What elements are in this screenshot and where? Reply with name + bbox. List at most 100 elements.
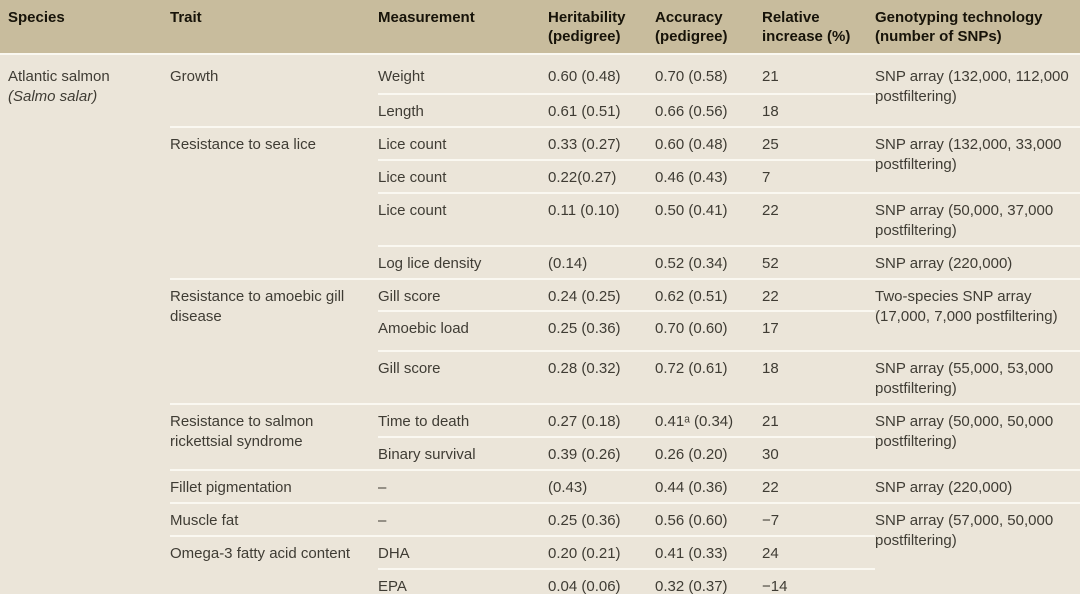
accuracy-cell: 0.72 (0.61) xyxy=(655,350,762,405)
table-row: Resistance to salmon rickettsial syndrom… xyxy=(0,403,1080,471)
accuracy-cell: 0.41 (0.33) xyxy=(655,535,762,570)
genotyping-cell: SNP array (57,000, 50,000 postfiltering) xyxy=(875,502,1080,594)
heritability-cell: 0.24 (0.25) xyxy=(548,278,655,312)
trait-cell: Omega-3 fatty acid content xyxy=(170,535,378,594)
heritability-cell: 0.25 (0.36) xyxy=(548,502,655,537)
heritability-cell: 0.28 (0.32) xyxy=(548,350,655,405)
accuracy-cell: 0.26 (0.20) xyxy=(655,436,762,471)
relative-cell: 30 xyxy=(762,436,875,471)
measurement-cell: Lice count xyxy=(378,192,548,247)
accuracy-cell: 0.60 (0.48) xyxy=(655,126,762,161)
accuracy-cell: 0.32 (0.37) xyxy=(655,568,762,594)
relative-cell: 22 xyxy=(762,192,875,247)
table-row: Binary survival 0.39 (0.26) 0.26 (0.20) 30 xyxy=(0,436,1080,471)
trait-cell: Resistance to salmon rickettsial syndrom… xyxy=(170,403,378,471)
accuracy-cell: 0.70 (0.60) xyxy=(655,310,762,352)
relative-cell: 52 xyxy=(762,245,875,280)
genotyping-cell: Two-species SNP array (17,000, 7,000 pos… xyxy=(875,278,1080,352)
measurement-cell: – xyxy=(378,469,548,504)
measurement-cell: Log lice density xyxy=(378,245,548,280)
measurement-cell: Lice count xyxy=(378,126,548,161)
accuracy-cell: 0.46 (0.43) xyxy=(655,159,762,194)
table-row: Muscle fat –0.25 (0.36) 0.56 (0.60) −7 SNP a… xyxy=(0,502,1080,594)
genotyping-cell: SNP array (50,000, 50,000 postfiltering) xyxy=(875,403,1080,471)
heritability-cell: 0.33 (0.27) xyxy=(548,126,655,161)
accuracy-cell: 0.41ᵃ (0.34) xyxy=(655,403,762,438)
table-row: Fillet pigmentation – (0.43) 0.44 (0.36) 22 S… xyxy=(0,469,1080,504)
accuracy-cell: 0.62 (0.51) xyxy=(655,278,762,312)
heritability-cell: (0.43) xyxy=(548,469,655,504)
relative-cell: 21 xyxy=(762,403,875,438)
table-header-row: Species Trait Measurement Heritability (… xyxy=(0,0,1080,56)
relative-cell: 24 xyxy=(762,535,875,570)
table-header: Species Trait Measurement Heritability (… xyxy=(0,0,1080,56)
col-header-species: Species xyxy=(0,0,170,56)
table-row: EPA 0.04 (0.06) 0.32 (0.37) −14 xyxy=(0,568,1080,594)
accuracy-cell: 0.50 (0.41) xyxy=(655,192,762,247)
table-row: Amoebic load 0.25 (0.36) 0.70 (0.60) 17 xyxy=(0,310,1080,352)
measurement-cell: EPA xyxy=(378,568,548,594)
col-header-relative-increase: Relative increase (%) xyxy=(762,0,875,56)
heritability-cell: 0.11 (0.10) xyxy=(548,192,655,247)
trait-cell: Growth xyxy=(170,68,219,86)
species-name: Atlantic salmon xyxy=(8,68,110,86)
relative-cell: 18 xyxy=(762,93,875,128)
species-latin-name: (Salmo salar) xyxy=(8,88,98,106)
relative-cell: 22 xyxy=(762,278,875,312)
heritability-cell: 0.61 (0.51) xyxy=(548,93,655,128)
table-row: Omega-3 fatty acid content DHA 0.20 (0.21)… xyxy=(0,535,1080,594)
measurement-cell: Time to death xyxy=(378,403,548,438)
table-row: Log lice density (0.14) 0.52 (0.34) 52 SNP a… xyxy=(0,245,1080,280)
measurement-cell: Lice count xyxy=(378,159,548,194)
relative-cell: −7 xyxy=(762,502,875,537)
measurement-cell: DHA xyxy=(378,535,548,570)
relative-cell: 17 xyxy=(762,310,875,352)
heritability-cell: 0.39 (0.26) xyxy=(548,436,655,471)
relative-cell: 25 xyxy=(762,126,875,161)
relative-cell: 7 xyxy=(762,159,875,194)
col-header-measurement: Measurement xyxy=(378,0,548,56)
col-header-trait: Trait xyxy=(170,0,378,56)
accuracy-cell: 0.52 (0.34) xyxy=(655,245,762,280)
trait-cell: Muscle fat xyxy=(170,502,378,537)
relative-cell: 18 xyxy=(762,350,875,405)
accuracy-cell: 0.44 (0.36) xyxy=(655,469,762,504)
measurement-cell: Gill score xyxy=(378,350,548,405)
relative-cell: −14 xyxy=(762,568,875,594)
col-header-heritability: Heritability (pedigree) xyxy=(548,0,655,56)
heritability-cell: 0.27 (0.18) xyxy=(548,403,655,438)
measurement-cell: Length xyxy=(378,93,548,128)
species-cell: Atlantic salmon (Salmo salar) xyxy=(0,54,170,594)
genotyping-cell: SNP array (220,000) xyxy=(875,469,1080,504)
table-body: Atlantic salmon (Salmo salar) Growth Weight… xyxy=(0,54,1080,594)
measurement-cell: Binary survival xyxy=(378,436,548,471)
heritability-cell: 0.20 (0.21) xyxy=(548,535,655,570)
genotyping-cell: SNP array (50,000, 37,000 postfiltering) xyxy=(875,192,1080,247)
accuracy-cell: 0.70 (0.58) xyxy=(655,68,728,86)
relative-cell: 22 xyxy=(762,469,875,504)
col-header-accuracy: Accuracy (pedigree) xyxy=(655,0,762,56)
table-row: Lice count 0.11 (0.10) 0.50 (0.41) 22 SNP ar… xyxy=(0,192,1080,247)
trait-cell: Resistance to sea lice xyxy=(170,126,378,280)
accuracy-cell: 0.66 (0.56) xyxy=(655,93,762,128)
table-row: Gill score 0.28 (0.32) 0.72 (0.61) 18 SNP ar… xyxy=(0,350,1080,405)
genotyping-cell: SNP array (132,000, 33,000 postfiltering… xyxy=(875,126,1080,194)
genotyping-cell: SNP array (55,000, 53,000 postfiltering) xyxy=(875,350,1080,405)
table-row: Resistance to sea lice Lice count 0.33 (0.… xyxy=(0,126,1080,280)
heritability-cell: 0.04 (0.06) xyxy=(548,568,655,594)
measurement-cell: Gill score xyxy=(378,278,548,312)
trait-cell: Resistance to amoebic gill disease xyxy=(170,278,378,405)
table-row: Lice count 0.22(0.27) 0.46 (0.43) 7 xyxy=(0,159,1080,194)
col-header-genotyping-technology: Genotyping technology (number of SNPs) xyxy=(875,0,1080,56)
measurement-cell: Amoebic load xyxy=(378,310,548,352)
genotyping-cell: SNP array (220,000) xyxy=(875,245,1080,280)
heritability-cell: 0.25 (0.36) xyxy=(548,310,655,352)
genotyping-cell: SNP array (132,000, 112,000 postfilterin… xyxy=(875,68,1069,106)
measurement-cell: Weight xyxy=(378,68,425,86)
table-row: Resistance to amoebic gill disease Gill s… xyxy=(0,278,1080,405)
table-row: Length 0.61 (0.51) 0.66 (0.56) 18 xyxy=(0,93,1080,128)
accuracy-cell: 0.56 (0.60) xyxy=(655,502,762,537)
heritability-cell: 0.22(0.27) xyxy=(548,159,655,194)
